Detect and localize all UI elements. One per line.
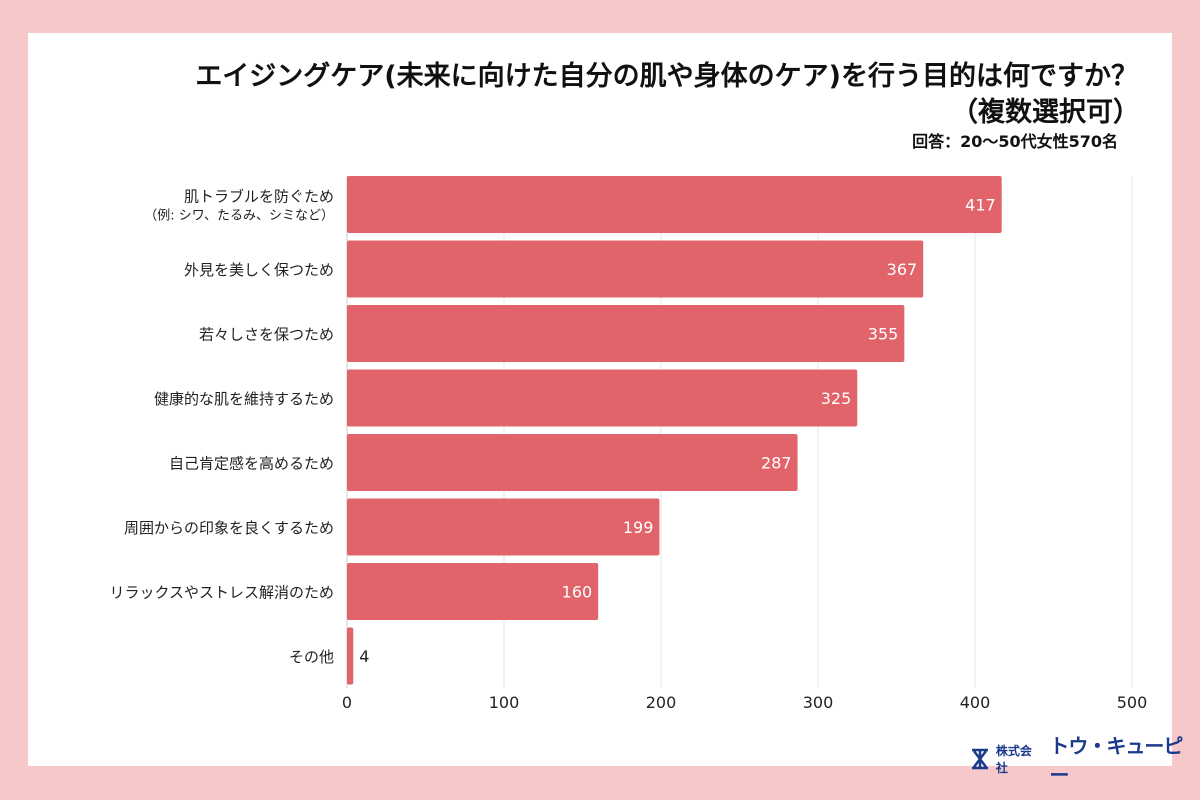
category-label: 自己肯定感を高めるため [169,455,334,473]
data-label: 367 [887,260,918,279]
company-logo: 株式会社 トウ・キューピー [970,730,1200,788]
data-label: 160 [562,583,593,602]
bar [347,434,798,491]
data-label: 199 [623,518,654,537]
x-tick-label: 400 [960,693,991,712]
bar [347,176,1002,233]
category-label: （例: シワ、たるみ、シミなど） [144,209,334,224]
bar [347,369,858,427]
category-label: リラックスやストレス解消のため [109,584,334,602]
category-label: 健康的な肌を維持するため [154,390,334,408]
data-label: 325 [821,389,852,408]
bar [347,563,599,620]
category-label: 周囲からの印象を良くするため [124,519,334,537]
x-tick-label: 0 [342,693,352,712]
data-label: 4 [359,647,369,666]
data-label: 417 [965,196,996,215]
chart-subtitle: （複数選択可） [951,97,1140,128]
x-tick-label: 200 [646,693,677,712]
category-label: 若々しさを保つため [199,326,334,344]
logo-mark-icon [972,748,988,770]
category-label: その他 [289,648,334,666]
bar [347,498,660,556]
logo-prefix: 株式会社 [995,744,1032,775]
category-label: 外見を美しく保つため [184,261,334,279]
data-label: 355 [868,325,899,344]
bar [347,240,924,298]
bar [347,305,905,362]
data-label: 287 [761,454,792,473]
bar [347,627,354,685]
x-tick-label: 500 [1117,693,1148,712]
category-label: 肌トラブルを防ぐため [184,188,334,206]
logo-name: トウ・キューピー [1049,734,1183,787]
chart-title: エイジングケア(未来に向けた自分の肌や身体のケア)を行う目的は何ですか？ [195,61,1138,92]
x-tick-label: 100 [489,693,520,712]
respondent-note: 回答：20〜50代女性570名 [912,132,1118,151]
x-tick-label: 300 [803,693,834,712]
